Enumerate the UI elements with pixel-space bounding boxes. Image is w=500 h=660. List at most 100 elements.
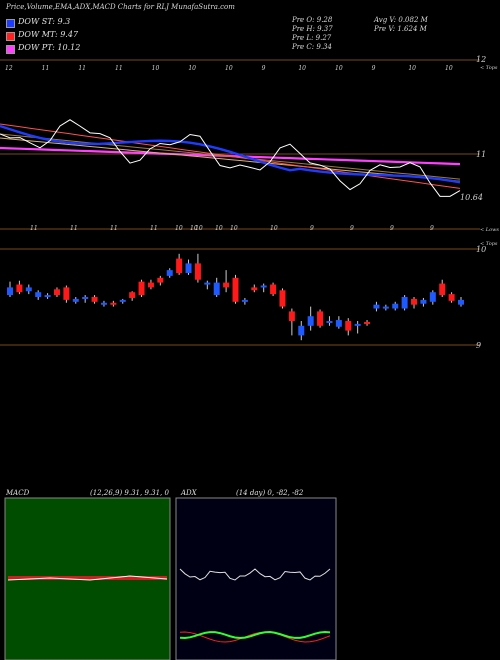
candle-body bbox=[176, 258, 183, 273]
candle-body bbox=[373, 304, 380, 309]
candle-body bbox=[251, 287, 258, 291]
stat-pre-close: Pre C: 9.34 bbox=[292, 43, 332, 51]
macd-params: (12,26,9) 9.31, 9.31, 0 bbox=[90, 489, 169, 497]
tops-note: < Tops bbox=[480, 65, 498, 71]
date-label: 11 bbox=[42, 65, 50, 72]
date-label: 10 bbox=[195, 225, 203, 232]
date-label: 10 bbox=[215, 225, 223, 232]
candle-body bbox=[35, 292, 42, 297]
candle-tops-note: < Tops bbox=[480, 241, 498, 247]
date-label: 10 bbox=[270, 225, 278, 232]
candle-body bbox=[345, 321, 352, 331]
price-axis-12: 12 bbox=[476, 55, 486, 64]
date-label: 10 bbox=[408, 65, 416, 72]
candle-body bbox=[129, 292, 136, 298]
date-label: 9 bbox=[430, 225, 434, 232]
legend-dow-mt: DOW MT: 9.47 bbox=[18, 30, 79, 39]
candle-body bbox=[420, 299, 427, 304]
candle-body bbox=[7, 287, 13, 296]
date-label: 11 bbox=[78, 65, 86, 72]
candle-body bbox=[392, 303, 399, 309]
candle-body bbox=[166, 270, 173, 276]
candle-body bbox=[138, 281, 145, 296]
candle-body bbox=[448, 294, 455, 301]
candle-body bbox=[279, 290, 286, 307]
candlesticks bbox=[7, 253, 464, 341]
date-label: 11 bbox=[150, 225, 158, 232]
candle-body bbox=[326, 321, 333, 323]
candle-body bbox=[429, 292, 436, 302]
stat-pre-volume: Pre V: 1.624 M bbox=[374, 25, 427, 33]
date-label: 10 bbox=[335, 65, 343, 72]
price-axis-last: 10.64 bbox=[460, 193, 483, 202]
date-label: 9 bbox=[310, 225, 314, 232]
candle-axis-10: 10 bbox=[476, 245, 486, 254]
candle-body bbox=[298, 325, 305, 336]
mt-average-line bbox=[0, 123, 461, 189]
bottom-date-labels: 11 11 11 11 10 10 10 9 9 9 9 bbox=[30, 225, 434, 232]
date-label: 11 bbox=[110, 225, 118, 232]
candle-body bbox=[307, 316, 314, 326]
candle-body bbox=[270, 284, 277, 295]
candle-body bbox=[439, 283, 446, 296]
candle-body bbox=[411, 298, 418, 305]
date-label: 10 bbox=[230, 225, 238, 232]
lows-note: < Lows bbox=[480, 227, 499, 233]
adx-lines bbox=[179, 568, 331, 643]
candle-body bbox=[110, 302, 117, 305]
date-label: 9 bbox=[372, 65, 376, 72]
candle-body bbox=[185, 263, 192, 273]
stat-avg-volume: Avg V: 0.082 M bbox=[374, 16, 428, 24]
candle-body bbox=[147, 282, 154, 288]
legend-swatch-dow-mt bbox=[6, 32, 15, 41]
candle-body bbox=[213, 282, 220, 296]
candle-body bbox=[91, 297, 98, 302]
date-label: 11 bbox=[70, 225, 78, 232]
legend-dow-pt: DOW PT: 10.12 bbox=[18, 43, 81, 52]
date-label: 10 bbox=[445, 65, 453, 72]
candle-body bbox=[401, 297, 408, 309]
candle-body bbox=[354, 323, 361, 326]
date-label: 9 bbox=[350, 225, 354, 232]
candle-body bbox=[44, 295, 51, 298]
date-label: 11 bbox=[30, 225, 38, 232]
candle-body bbox=[260, 285, 267, 288]
candle-axis-9: 9 bbox=[476, 341, 481, 350]
stat-pre-low: Pre L: 9.27 bbox=[292, 34, 332, 42]
date-label: 10 bbox=[188, 65, 196, 72]
adx-title: ADX bbox=[181, 489, 197, 497]
candle-body bbox=[223, 282, 230, 288]
candle-body bbox=[72, 298, 79, 302]
date-label: 10 bbox=[190, 225, 198, 232]
macd-line bbox=[7, 575, 168, 581]
candle-body bbox=[25, 287, 32, 292]
moving-average-lines bbox=[0, 119, 461, 197]
candle-body bbox=[119, 299, 126, 302]
candle-body bbox=[317, 311, 324, 326]
candle-body bbox=[382, 306, 389, 309]
candle-body bbox=[241, 299, 248, 302]
adx-params: (14 day) 0, -82, -82 bbox=[236, 489, 304, 497]
date-label: 10 bbox=[175, 225, 183, 232]
chart-title: Price,Volume,EMA,ADX,MACD Charts for RLJ… bbox=[6, 3, 235, 11]
stat-pre-open: Pre O: 9.28 bbox=[292, 16, 333, 24]
candle-body bbox=[53, 289, 60, 296]
candle-body bbox=[16, 284, 23, 293]
date-label: 9 bbox=[262, 65, 266, 72]
st-average-line bbox=[0, 124, 461, 184]
adx-plus-di bbox=[179, 630, 331, 640]
candle-body bbox=[100, 302, 107, 305]
candle-body bbox=[335, 320, 342, 327]
price-line bbox=[0, 119, 461, 197]
date-label: 9 bbox=[390, 225, 394, 232]
top-date-labels: 12 11 11 11 10 10 10 9 10 10 9 10 10 bbox=[5, 65, 453, 72]
adx-minus-di bbox=[179, 631, 331, 643]
date-label: 10 bbox=[152, 65, 160, 72]
candle-body bbox=[157, 277, 164, 283]
adx-line bbox=[179, 568, 331, 581]
date-label: 10 bbox=[225, 65, 233, 72]
candle-body bbox=[63, 287, 70, 300]
date-label: 12 bbox=[5, 65, 13, 72]
